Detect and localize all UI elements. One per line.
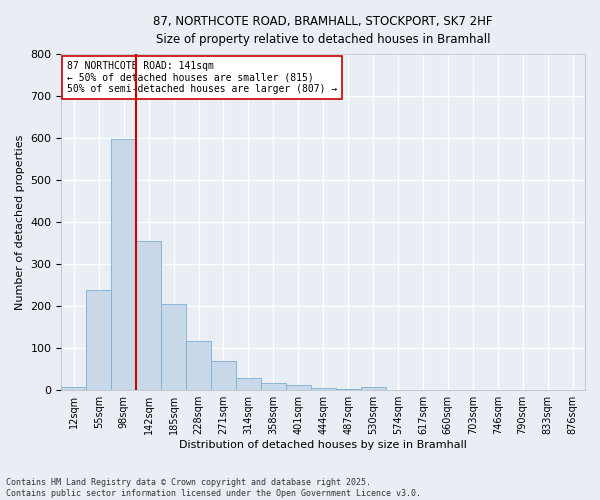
Bar [86,290,111,390]
Title: 87, NORTHCOTE ROAD, BRAMHALL, STOCKPORT, SK7 2HF
Size of property relative to de: 87, NORTHCOTE ROAD, BRAMHALL, STOCKPORT,… [154,15,493,46]
Bar [111,139,136,390]
Text: 87 NORTHCOTE ROAD: 141sqm
← 50% of detached houses are smaller (815)
50% of semi: 87 NORTHCOTE ROAD: 141sqm ← 50% of detac… [67,61,337,94]
Bar [311,388,335,390]
Bar [261,382,286,390]
Bar [161,304,186,390]
Text: Contains HM Land Registry data © Crown copyright and database right 2025.
Contai: Contains HM Land Registry data © Crown c… [6,478,421,498]
Bar [136,241,161,390]
Bar [61,387,86,390]
Bar [211,361,236,390]
Bar [286,384,311,390]
Bar [236,378,261,390]
X-axis label: Distribution of detached houses by size in Bramhall: Distribution of detached houses by size … [179,440,467,450]
Bar [186,340,211,390]
Bar [361,387,386,390]
Y-axis label: Number of detached properties: Number of detached properties [15,134,25,310]
